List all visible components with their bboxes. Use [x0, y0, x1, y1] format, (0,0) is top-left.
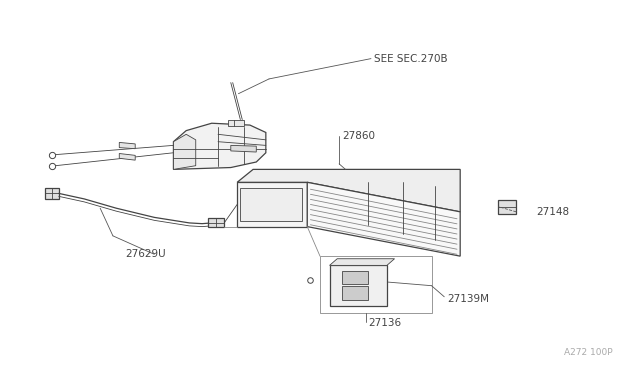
- Polygon shape: [209, 218, 225, 227]
- Polygon shape: [237, 182, 307, 227]
- Text: 27148: 27148: [537, 207, 570, 217]
- Polygon shape: [342, 286, 368, 301]
- Polygon shape: [330, 265, 387, 306]
- Polygon shape: [330, 259, 394, 265]
- Polygon shape: [173, 134, 196, 169]
- Text: 27136: 27136: [368, 318, 401, 328]
- Polygon shape: [231, 145, 256, 152]
- Text: 27629U: 27629U: [125, 249, 166, 259]
- Polygon shape: [119, 154, 135, 160]
- Text: SEE SEC.270B: SEE SEC.270B: [374, 54, 448, 64]
- Polygon shape: [342, 271, 368, 284]
- Polygon shape: [228, 119, 244, 126]
- Text: A272 100P: A272 100P: [564, 347, 613, 357]
- Polygon shape: [45, 188, 59, 199]
- Polygon shape: [119, 142, 135, 149]
- Polygon shape: [307, 182, 460, 256]
- Text: 27139M: 27139M: [447, 294, 490, 304]
- Polygon shape: [241, 188, 302, 221]
- Text: 27860: 27860: [342, 131, 375, 141]
- Polygon shape: [173, 123, 266, 169]
- Polygon shape: [237, 169, 460, 212]
- Polygon shape: [499, 200, 516, 214]
